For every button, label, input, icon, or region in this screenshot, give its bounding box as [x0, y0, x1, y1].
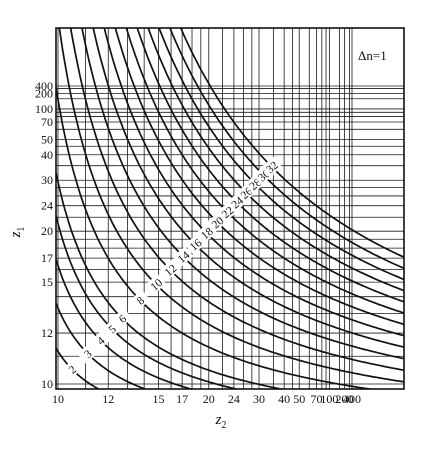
curve-line: [136, 28, 404, 303]
curve-line: [103, 28, 404, 337]
y-tick-label: 40: [41, 148, 53, 162]
curve-line: [56, 259, 195, 389]
x-tick-label: 40: [278, 392, 290, 406]
curve-label-bg: [90, 330, 111, 351]
curve-label-bg: [129, 289, 151, 311]
curve-lines: [56, 28, 404, 389]
curve-label-bg: [61, 359, 83, 380]
curve-line: [158, 28, 404, 281]
curve-line: [169, 28, 404, 270]
delta-n-annotation: Δn=1: [358, 48, 387, 63]
y-tick-label: 15: [41, 275, 53, 289]
curve-line: [114, 28, 404, 326]
curve-label-bg: [184, 234, 206, 255]
y-axis-title: z1: [8, 227, 27, 239]
y-axis-title-sub: 1: [16, 227, 27, 232]
y-tick-label: 70: [41, 115, 53, 129]
curve-line: [69, 28, 404, 372]
curve-line: [125, 28, 404, 314]
curve-label-bg: [145, 273, 167, 295]
x-tick-label: 17: [176, 392, 188, 406]
x-tick-label: 12: [102, 392, 114, 406]
y-tick-label: 50: [41, 132, 53, 146]
plot-frame: [55, 27, 405, 390]
y-tick-label: 200: [35, 87, 53, 101]
y-tick-label: 12: [41, 326, 53, 340]
x-axis-title-main: z: [215, 412, 222, 428]
curve-label-bg: [261, 156, 282, 177]
y-tick-label: 400: [35, 79, 53, 93]
curve-line: [147, 28, 404, 292]
curve-line: [81, 28, 404, 360]
y-tick-label: 24: [41, 199, 53, 213]
curve-line: [56, 172, 286, 389]
x-axis-title: z2: [215, 412, 227, 431]
x-tick-label: 30: [253, 392, 265, 406]
x-tick-label: 10: [52, 392, 64, 406]
x-tick-label: 15: [153, 392, 165, 406]
curve-label-bg: [159, 259, 181, 280]
x-tick-label: 100: [320, 392, 338, 406]
x-tick-label: 70: [310, 392, 322, 406]
curve-line: [92, 28, 404, 348]
y-tick-label: 20: [41, 224, 53, 238]
y-axis-title-main: z: [8, 231, 24, 238]
curve-line: [56, 215, 240, 389]
curve-line: [179, 28, 404, 258]
x-axis-title-sub: 2: [221, 420, 226, 431]
y-tick-label: 10: [41, 377, 53, 391]
curve-line: [56, 303, 148, 389]
x-tick-label: 200: [335, 392, 353, 406]
x-tick-label: 24: [228, 392, 240, 406]
x-tick-label: 50: [293, 392, 305, 406]
y-tick-label: 17: [41, 251, 53, 265]
x-tick-label: 400: [343, 392, 361, 406]
curve-label-bg: [111, 308, 133, 329]
curve-line: [58, 28, 404, 383]
y-tick-label: 30: [41, 173, 53, 187]
y-tick-label: 100: [35, 102, 53, 116]
x-tick-label: 20: [203, 392, 215, 406]
curve-label-bg: [172, 246, 194, 267]
curve-label-bg: [77, 343, 98, 364]
curve-line: [56, 87, 376, 389]
